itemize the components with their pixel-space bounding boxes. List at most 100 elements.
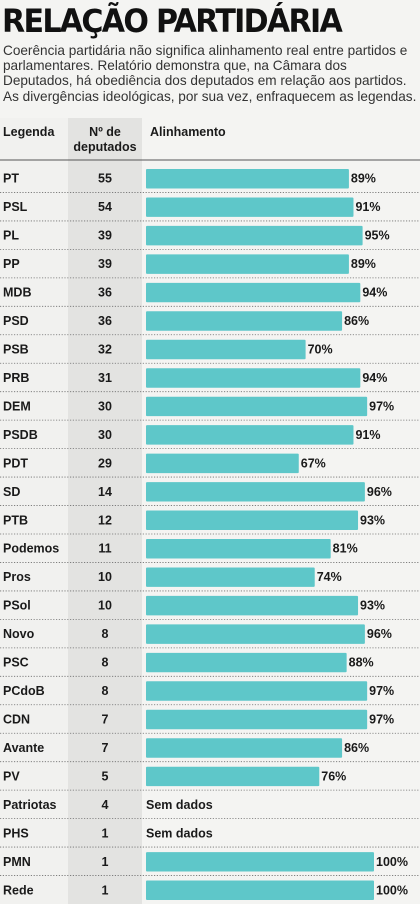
party-label: PSD xyxy=(3,314,29,328)
value-label: 81% xyxy=(333,542,358,556)
deputies-count: 1 xyxy=(102,826,109,840)
alignment-bar xyxy=(146,510,359,530)
party-label: PV xyxy=(3,769,20,783)
value-label: 96% xyxy=(367,627,392,641)
deputies-count: 55 xyxy=(98,172,112,186)
value-label: 93% xyxy=(360,599,385,613)
alignment-bar xyxy=(146,766,320,787)
party-label: PP xyxy=(3,257,20,271)
alignment-bar xyxy=(146,225,363,246)
value-label: 93% xyxy=(360,513,385,527)
party-label: Avante xyxy=(3,741,44,755)
party-label: PT xyxy=(3,172,19,186)
alignment-bar xyxy=(146,709,368,730)
alignment-bar xyxy=(146,482,365,502)
party-label: PSB xyxy=(3,343,29,357)
party-label: PRB xyxy=(3,371,29,385)
deputies-count: 36 xyxy=(98,286,112,300)
value-label: 94% xyxy=(362,286,387,300)
party-label: PTB xyxy=(3,513,28,527)
column-header-legenda: Legenda xyxy=(3,125,55,139)
party-label: PMN xyxy=(3,855,31,869)
party-label: PHS xyxy=(3,826,29,840)
alignment-bar xyxy=(146,453,299,474)
alignment-bar xyxy=(146,567,315,587)
party-label: PDT xyxy=(3,456,28,470)
value-label: 91% xyxy=(355,200,380,214)
deputies-count: 4 xyxy=(102,798,109,812)
alignment-bar xyxy=(146,539,331,559)
party-label: PL xyxy=(3,229,19,243)
deputies-count: 36 xyxy=(98,314,112,328)
party-label: PSol xyxy=(3,599,31,613)
alignment-bar xyxy=(146,738,343,758)
page-subtitle: Coerência partidária não significa alinh… xyxy=(3,43,417,104)
alignment-bar xyxy=(146,425,354,445)
deputies-count: 10 xyxy=(98,570,112,584)
no-data-label: Sem dados xyxy=(146,826,213,840)
party-label: PSL xyxy=(3,200,28,214)
value-label: 95% xyxy=(365,229,390,243)
party-label: Rede xyxy=(3,883,34,897)
value-label: 97% xyxy=(369,713,394,727)
deputies-count: 5 xyxy=(102,769,109,783)
deputies-count: 8 xyxy=(102,627,109,641)
party-label: CDN xyxy=(3,713,30,727)
deputies-count: 10 xyxy=(98,599,112,613)
alignment-bar xyxy=(146,197,354,217)
value-label: 88% xyxy=(349,656,374,670)
alignment-bar xyxy=(146,652,347,673)
alignment-bar xyxy=(146,254,349,274)
value-label: 96% xyxy=(367,485,392,499)
value-label: 76% xyxy=(321,769,346,783)
alignment-bar xyxy=(146,624,365,644)
value-label: 89% xyxy=(351,172,376,186)
party-label: SD xyxy=(3,485,20,499)
value-label: 86% xyxy=(344,314,369,328)
deputies-count: 30 xyxy=(98,428,112,442)
deputies-count: 39 xyxy=(98,257,112,271)
value-label: 100% xyxy=(376,855,408,869)
value-label: 89% xyxy=(351,257,376,271)
party-label: MDB xyxy=(3,286,31,300)
deputies-count: 1 xyxy=(102,883,109,897)
alignment-bar xyxy=(146,595,359,616)
no-data-label: Sem dados xyxy=(146,798,213,812)
value-label: 97% xyxy=(369,684,394,698)
column-header-deputados-line2: deputados xyxy=(73,140,136,154)
value-label: 70% xyxy=(308,343,333,357)
deputies-count: 39 xyxy=(98,229,112,243)
deputies-count: 12 xyxy=(98,513,112,527)
value-label: 67% xyxy=(301,456,326,470)
deputies-count: 31 xyxy=(98,371,112,385)
deputies-count: 8 xyxy=(102,684,109,698)
alignment-bar xyxy=(146,681,368,701)
column-header-deputados-line1: Nº de xyxy=(89,125,121,139)
alignment-bar xyxy=(146,396,368,417)
deputies-count: 32 xyxy=(98,343,112,357)
deputies-count: 11 xyxy=(98,542,111,556)
party-label: Novo xyxy=(3,627,35,641)
party-label: PSC xyxy=(3,656,29,670)
value-label: 91% xyxy=(355,428,380,442)
party-label: Patriotas xyxy=(3,798,57,812)
value-label: 74% xyxy=(317,570,342,584)
alignment-bar xyxy=(146,368,361,388)
column-header-alinhamento: Alinhamento xyxy=(150,125,226,139)
deputies-count: 8 xyxy=(102,656,109,670)
party-label: PCdoB xyxy=(3,684,45,698)
deputies-count: 7 xyxy=(102,741,109,755)
party-label: PSDB xyxy=(3,428,38,442)
deputies-count: 30 xyxy=(98,399,112,413)
deputies-count: 1 xyxy=(102,855,109,869)
value-label: 100% xyxy=(376,883,408,897)
alignment-bar xyxy=(146,169,349,189)
page-title: RELAÇÃO PARTIDÁRIA xyxy=(2,2,343,40)
value-label: 86% xyxy=(344,741,369,755)
alignment-bar xyxy=(146,282,361,303)
value-label: 94% xyxy=(362,371,387,385)
party-label: DEM xyxy=(3,399,31,413)
party-label: Pros xyxy=(3,570,31,584)
deputies-count: 54 xyxy=(98,200,112,214)
